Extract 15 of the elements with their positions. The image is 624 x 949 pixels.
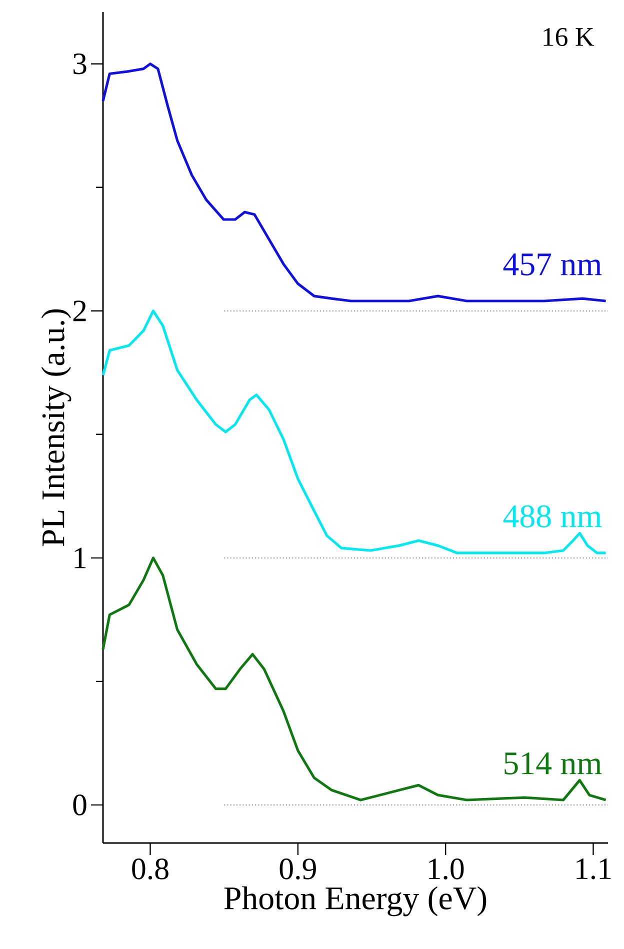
x-tick-label: 1.0 [428,858,464,880]
y-axis-title: PL Intensity (a.u.) [41,309,72,546]
series-label: 514 nm [504,752,602,774]
x-tick-label: 1.1 [576,858,611,880]
y-tick-label: 2 [73,300,86,322]
y-tick-label: 1 [74,548,86,568]
x-tick-label: 0.9 [280,858,316,880]
series-label: 488 nm [503,505,602,528]
y-tick-label: 3 [74,53,86,74]
series-label: 457 nm [503,254,602,276]
annotation: 16 K [544,28,594,46]
line-series [102,556,608,802]
x-axis-title: Photon Energy (eV) [224,886,486,916]
x-tick-label: 0.8 [132,858,168,880]
y-tick-label: 0 [73,794,86,816]
